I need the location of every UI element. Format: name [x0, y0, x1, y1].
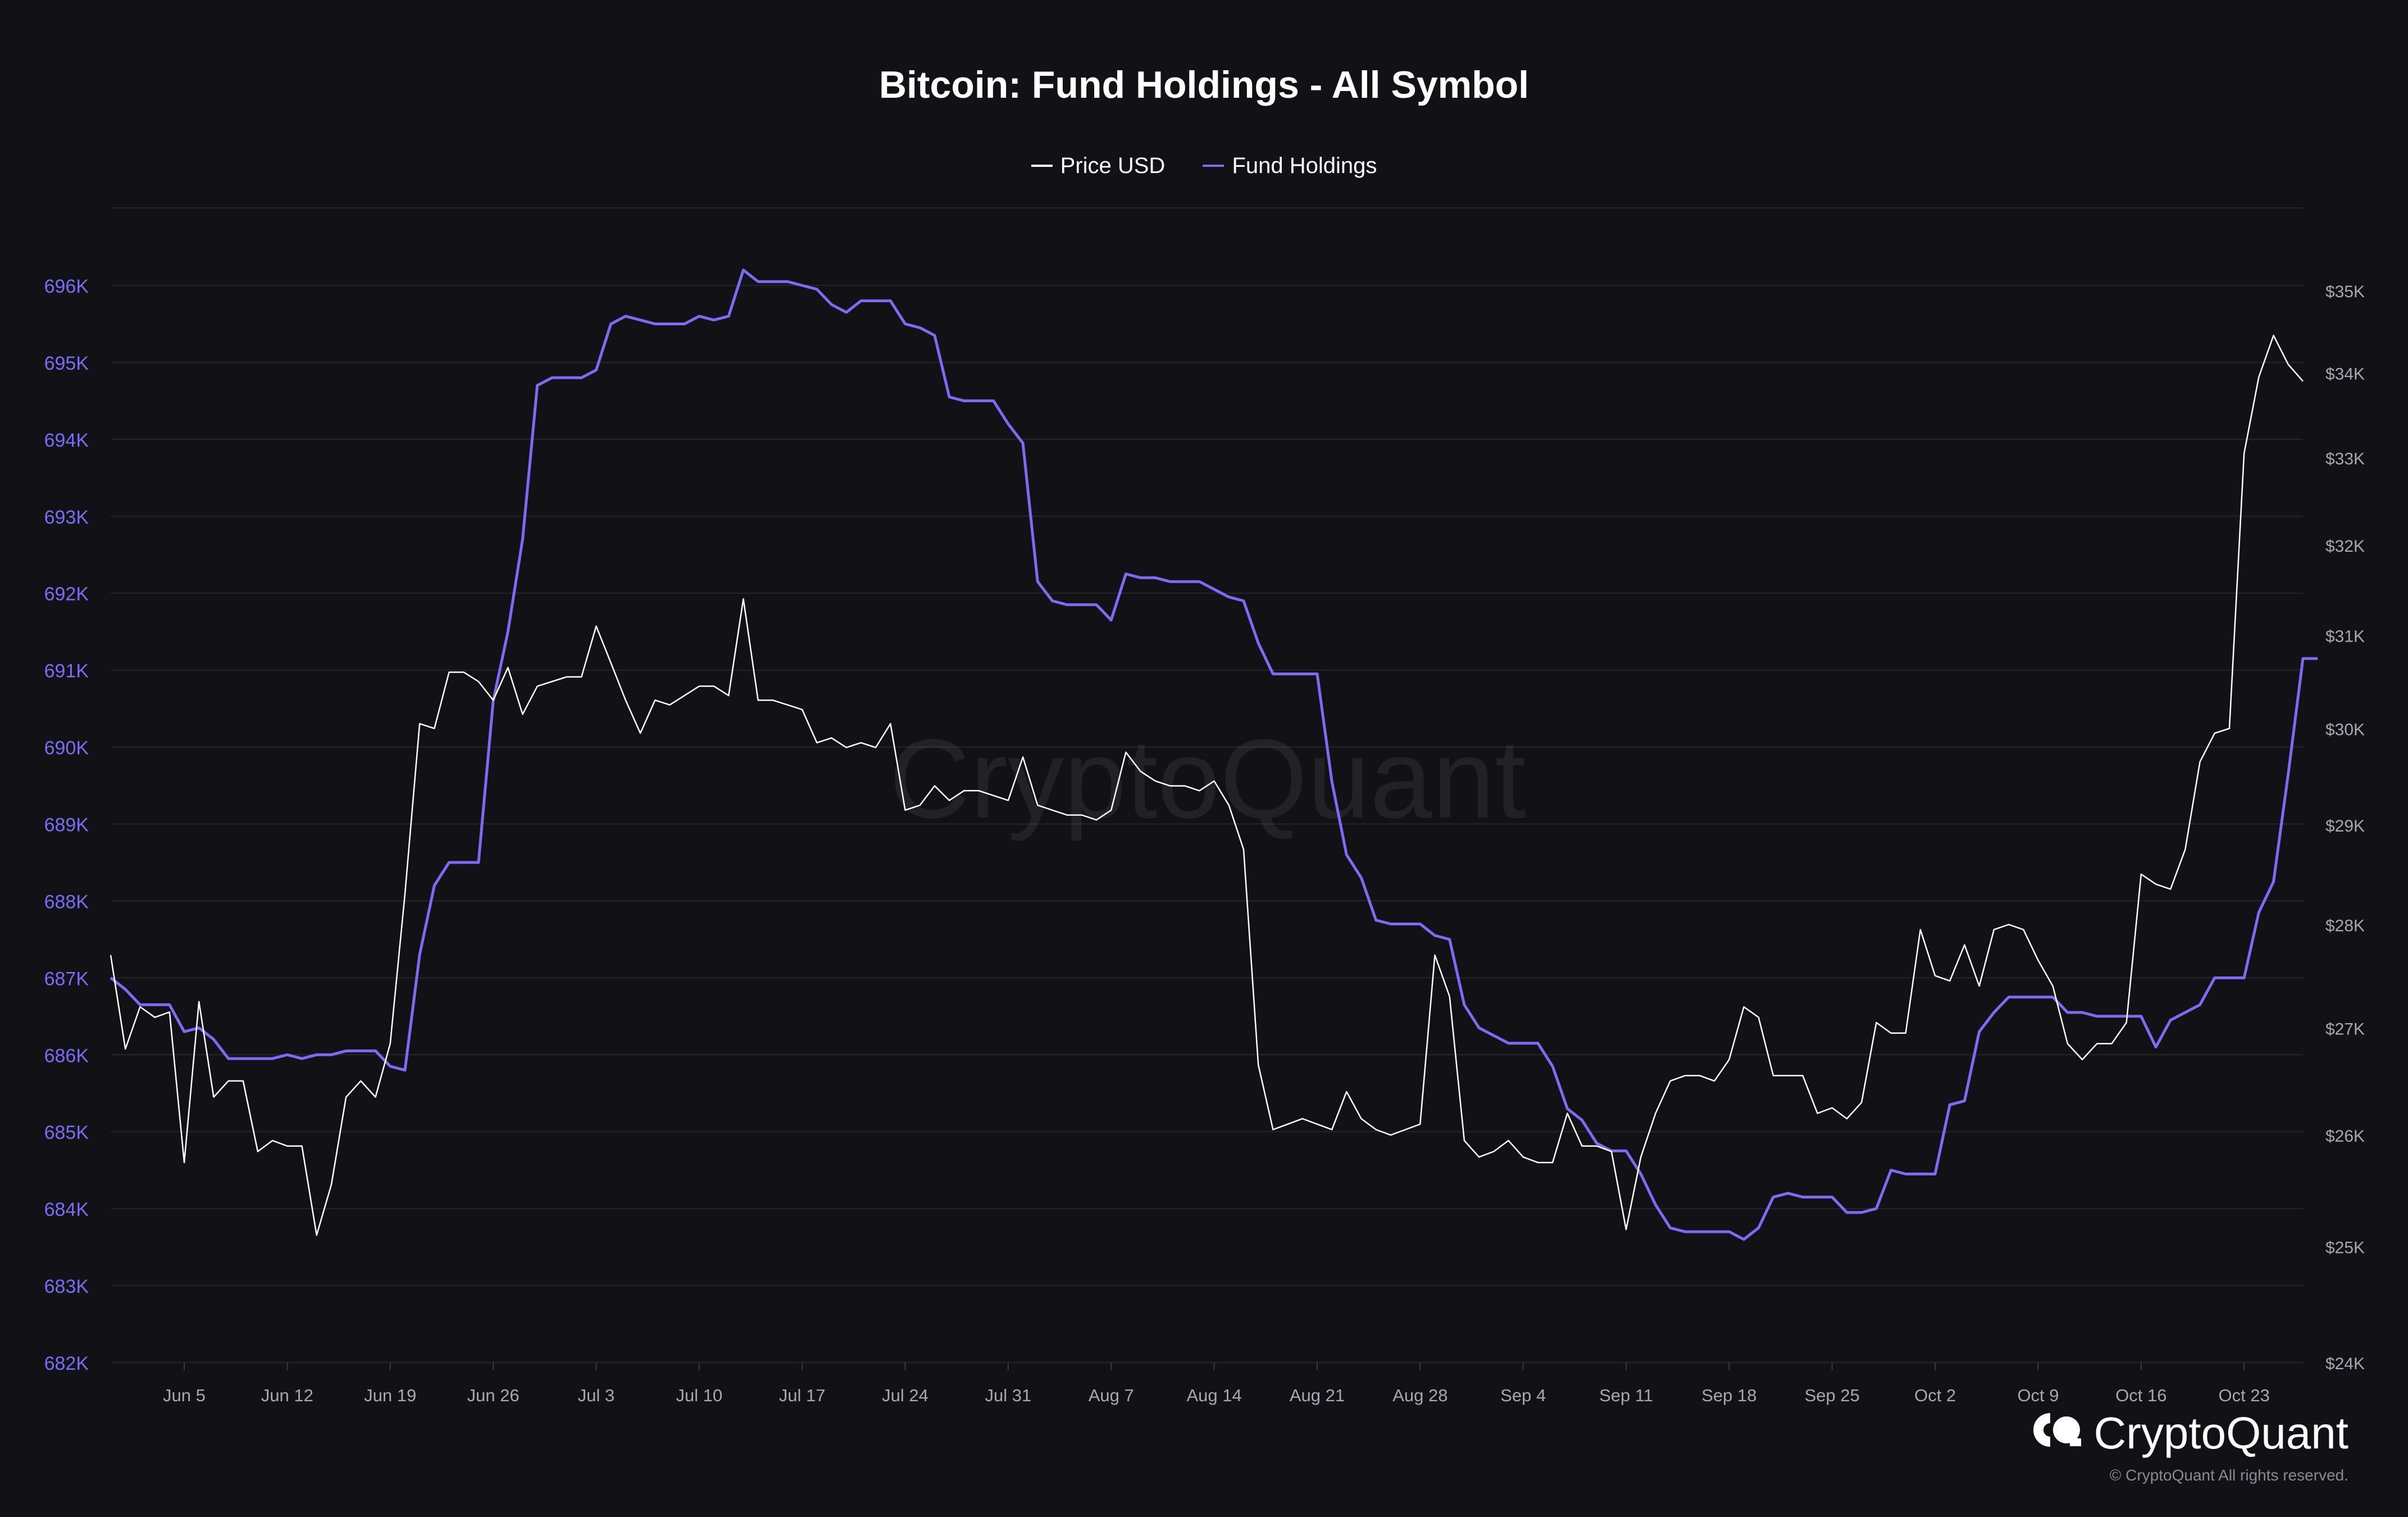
- y-left-tick-label: 695K: [44, 353, 89, 374]
- x-tick-label: Aug 14: [1186, 1386, 1241, 1405]
- brand-logo: CryptoQuant: [2032, 1407, 2348, 1459]
- x-tick-label: Jul 24: [882, 1386, 928, 1405]
- x-tick-label: Jul 17: [779, 1386, 826, 1405]
- y-left-tick-label: 684K: [44, 1199, 89, 1220]
- y-left-tick-label: 693K: [44, 507, 89, 528]
- y-right-tick-label: $32K: [2325, 537, 2365, 556]
- y-left-tick-label: 686K: [44, 1045, 89, 1066]
- y-right-tick-label: $31K: [2325, 628, 2365, 646]
- series-line-fund-holdings: [110, 269, 2318, 1241]
- y-right-tick-label: $28K: [2325, 916, 2365, 935]
- x-tick-label: Jul 31: [985, 1386, 1032, 1405]
- x-tick-label: Sep 11: [1599, 1386, 1653, 1405]
- y-left-tick-label: 687K: [44, 968, 89, 989]
- x-tick-label: Aug 7: [1089, 1386, 1134, 1405]
- watermark-text: CryptoQuant: [889, 716, 1526, 842]
- y-left-tick-label: 685K: [44, 1122, 89, 1143]
- x-tick-label: Jun 26: [467, 1386, 520, 1405]
- y-left-tick-label: 690K: [44, 738, 89, 759]
- x-tick-label: Sep 18: [1701, 1386, 1756, 1405]
- x-tick-label: Oct 2: [1914, 1386, 1956, 1405]
- x-tick-label: Aug 21: [1290, 1386, 1345, 1405]
- y-left-tick-label: 688K: [44, 891, 89, 912]
- legend-label-price: Price USD: [1060, 153, 1166, 178]
- y-left-tick-label: 682K: [44, 1353, 89, 1374]
- y-left-tick-label: 691K: [44, 661, 89, 682]
- y-right-tick-label: $30K: [2325, 721, 2365, 739]
- cryptoquant-logo-icon: [2032, 1407, 2083, 1459]
- legend-item-price[interactable]: Price USD: [1031, 153, 1166, 179]
- x-tick-label: Jun 19: [364, 1386, 416, 1405]
- legend-swatch-fund-holdings: [1203, 165, 1225, 167]
- y-left-tick-label: 683K: [44, 1276, 89, 1297]
- legend-item-fund-holdings[interactable]: Fund Holdings: [1203, 153, 1377, 179]
- x-tick-label: Jun 12: [261, 1386, 313, 1405]
- x-tick-label: Sep 4: [1500, 1386, 1546, 1405]
- x-tick-label: Sep 25: [1805, 1386, 1860, 1405]
- y-left-tick-label: 696K: [44, 276, 89, 297]
- y-right-tick-label: $27K: [2325, 1020, 2365, 1038]
- y-right-tick-label: $35K: [2325, 283, 2365, 301]
- x-tick-label: Oct 16: [2115, 1386, 2166, 1405]
- y-right-tick-label: $26K: [2325, 1127, 2365, 1146]
- x-tick-label: Jun 5: [163, 1386, 206, 1405]
- brand-name: CryptoQuant: [2093, 1408, 2348, 1458]
- y-right-tick-label: $29K: [2325, 817, 2365, 835]
- y-right-tick-label: $34K: [2325, 365, 2365, 384]
- chart-title: Bitcoin: Fund Holdings - All Symbol: [878, 63, 1530, 106]
- y-right-tick-label: $25K: [2325, 1239, 2365, 1257]
- x-tick-label: Oct 23: [2219, 1386, 2270, 1405]
- y-right-tick-label: $33K: [2325, 450, 2365, 469]
- x-tick-label: Aug 28: [1392, 1386, 1447, 1405]
- y-left-tick-label: 689K: [44, 815, 89, 836]
- x-tick-label: Jul 10: [676, 1386, 722, 1405]
- series-line-price-usd: [110, 334, 2304, 1236]
- y-left-tick-label: 692K: [44, 584, 89, 605]
- copyright-text: © CryptoQuant All rights reserved.: [2109, 1466, 2348, 1484]
- legend-label-fund-holdings: Fund Holdings: [1232, 153, 1377, 178]
- x-tick-label: Jul 3: [578, 1386, 614, 1405]
- y-right-tick-label: $24K: [2325, 1355, 2365, 1373]
- x-tick-label: Oct 9: [2017, 1386, 2059, 1405]
- legend-swatch-price: [1031, 165, 1053, 167]
- chart-legend: Price USD Fund Holdings: [0, 147, 2408, 179]
- y-left-tick-label: 694K: [44, 430, 89, 451]
